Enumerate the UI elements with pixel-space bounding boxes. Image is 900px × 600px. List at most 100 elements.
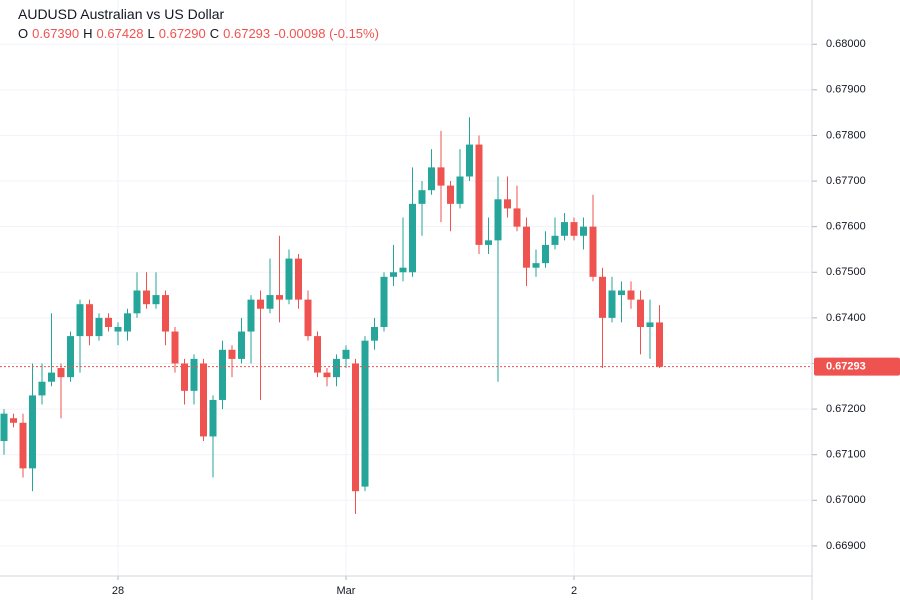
candle-body	[599, 276, 606, 318]
candle-body	[0, 413, 8, 442]
y-tick-label: 0.68000	[826, 38, 866, 50]
candle-body	[114, 326, 122, 332]
candle-body	[380, 276, 388, 327]
candle-body	[618, 290, 625, 296]
candle-body	[133, 290, 141, 314]
candle-body	[19, 422, 27, 469]
candle-body	[162, 295, 169, 332]
candle-body	[57, 368, 65, 378]
candle-body	[399, 267, 407, 273]
change-value: -0.00098 (-0.15%)	[274, 26, 379, 41]
candle-body	[580, 226, 587, 236]
candle-body	[333, 358, 340, 378]
candle-body	[561, 222, 568, 236]
candle-body	[608, 290, 616, 318]
candle-body	[485, 240, 492, 245]
y-tick-label: 0.66900	[826, 540, 866, 552]
candle-body	[409, 203, 416, 273]
candle-body	[627, 290, 635, 300]
y-tick-label: 0.67000	[826, 494, 866, 506]
ohlc-value: 0.67290	[158, 26, 206, 41]
x-tick-label: 28	[112, 585, 124, 597]
ohlc-key: H	[83, 26, 93, 41]
candle-body	[418, 190, 426, 204]
candle-body	[551, 235, 559, 245]
candle-body	[390, 272, 397, 277]
candle-body	[637, 299, 644, 327]
ohlc-value: 0.67293	[223, 26, 271, 41]
candle-body	[494, 199, 502, 241]
candle-body	[570, 222, 578, 236]
candle-body	[95, 317, 103, 337]
candle-body	[314, 336, 321, 373]
candle-body	[143, 290, 150, 305]
candle-body	[200, 363, 207, 437]
candle-body	[67, 336, 74, 378]
y-tick-label: 0.67900	[826, 84, 866, 96]
candle-body	[532, 263, 540, 268]
candle-body	[361, 340, 369, 487]
candle-body	[266, 295, 274, 309]
candle-body	[209, 399, 217, 437]
candle-body	[504, 199, 511, 209]
candle-body	[10, 418, 17, 423]
y-tick-label: 0.67100	[826, 449, 866, 461]
y-tick-label: 0.67600	[826, 221, 866, 233]
candle-body	[219, 349, 226, 400]
ohlc-value: 0.67390	[32, 26, 80, 41]
y-tick-label: 0.67800	[826, 129, 866, 141]
candle-body	[466, 144, 473, 177]
symbol-title: AUDUSD Australian vs US Dollar	[18, 6, 225, 22]
last-price-tag	[814, 357, 900, 376]
candle-body	[447, 185, 454, 204]
candle-body	[276, 295, 283, 300]
y-tick-label: 0.67700	[826, 175, 866, 187]
candle-body	[76, 304, 84, 337]
candle-body	[513, 208, 521, 227]
candle-body	[304, 299, 312, 337]
candle-body	[181, 363, 188, 391]
candle-body	[646, 322, 654, 327]
candle-body	[48, 372, 55, 382]
ohlc-line: O 0.67390 H 0.67428 L 0.67290 C 0.67293 -0.00098…	[18, 24, 383, 44]
last-price-label: 0.67293	[826, 361, 866, 373]
y-tick-label: 0.67200	[826, 403, 866, 415]
candle-body	[124, 313, 131, 332]
candle-body	[171, 331, 179, 364]
candle-body	[523, 226, 530, 268]
candle-body	[38, 381, 46, 396]
y-tick-label: 0.67500	[826, 266, 866, 278]
candle-body	[29, 395, 36, 469]
candle-body	[228, 349, 236, 359]
candle-body	[371, 326, 378, 341]
candle-body	[437, 167, 445, 186]
candle-body	[456, 176, 464, 204]
candle-body	[238, 331, 245, 359]
x-tick-label: 2	[571, 585, 577, 597]
candle-body	[152, 295, 160, 305]
ohlc-value: 0.67428	[96, 26, 144, 41]
candle-body	[589, 226, 597, 277]
candle-body	[86, 304, 93, 337]
candle-body	[190, 358, 198, 391]
ohlc-key: C	[209, 26, 220, 41]
candle-body	[257, 299, 264, 309]
candle-body	[285, 258, 293, 300]
legend-header: AUDUSD Australian vs US Dollar O 0.67390 H…	[18, 4, 383, 44]
candle-body	[295, 258, 302, 300]
x-tick-label: Mar	[337, 585, 356, 597]
candle-body	[542, 244, 549, 264]
candle-body	[352, 363, 359, 492]
candle-body	[105, 317, 112, 327]
candle-body	[428, 167, 435, 191]
candle-body	[475, 144, 483, 245]
y-tick-label: 0.67400	[826, 312, 866, 324]
ohlc-key: L	[147, 26, 155, 41]
candle-body	[342, 349, 350, 359]
ohlc-key: O	[18, 26, 29, 41]
candle-body	[656, 322, 663, 367]
candle-body	[323, 372, 331, 378]
candle-body	[247, 299, 255, 332]
